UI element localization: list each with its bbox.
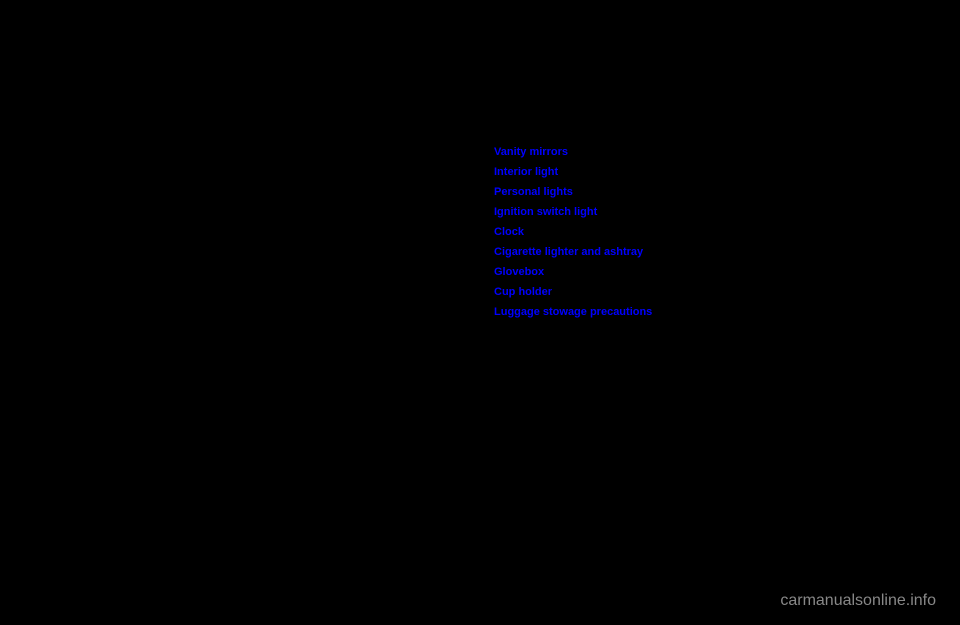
link-list: Vanity mirrors Interior light Personal l…: [494, 142, 652, 322]
link-item[interactable]: Clock: [494, 222, 652, 242]
link-item[interactable]: Vanity mirrors: [494, 142, 652, 162]
link-item[interactable]: Luggage stowage precautions: [494, 302, 652, 322]
watermark-text: carmanualsonline.info: [780, 592, 936, 610]
link-item[interactable]: Personal lights: [494, 182, 652, 202]
link-item[interactable]: Cigarette lighter and ashtray: [494, 242, 652, 262]
link-item[interactable]: Glovebox: [494, 262, 652, 282]
link-item[interactable]: Interior light: [494, 162, 652, 182]
link-item[interactable]: Cup holder: [494, 282, 652, 302]
link-item[interactable]: Ignition switch light: [494, 202, 652, 222]
